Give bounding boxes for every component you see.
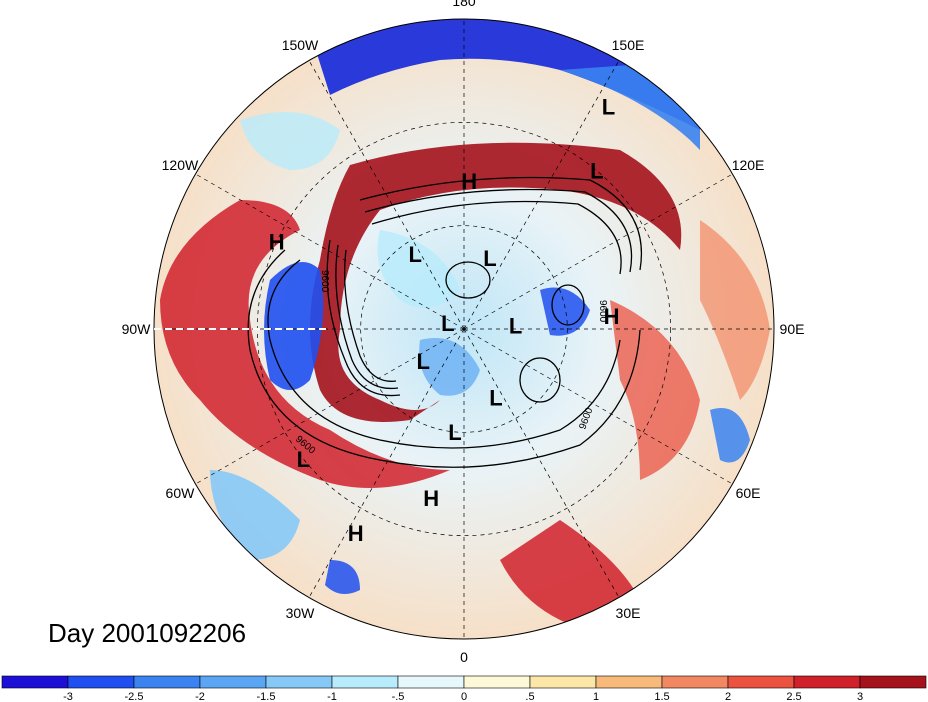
longitude-label: 0 [460,649,468,665]
meridian-line [308,60,465,330]
colorbar-swatch [529,675,597,689]
colorbar-swatch [661,675,729,689]
colorbar-swatch [397,675,465,689]
page-title: Day 2001092206 [48,618,247,648]
colorbar-swatch [1,675,69,689]
colorbar-swatch [463,675,531,689]
colorbar-swatch [595,675,663,689]
colorbar-tick-label: 1 [593,691,599,702]
colorbar-tick-label: -1 [327,691,337,702]
contour-label: 9600 [597,300,608,323]
longitude-label: 150W [282,37,319,53]
colorbar-tick-label: -2 [195,691,205,702]
colorbar-swatch [793,675,861,689]
colorbar-tick-label: -.5 [392,691,405,702]
colorbar-tick-label: -1.5 [257,691,276,702]
colorbar-swatch [199,675,267,689]
colorbar: -3 -2.5 -2 -1.5 -1 -.5 0 .5 1 1.5 2 2.5 3 [1,675,927,702]
longitude-label: 30W [286,605,316,621]
meridian-line [463,328,620,598]
low-pressure-label: L [448,420,461,445]
colorbar-swatch [859,675,927,689]
meridian-line [195,328,465,485]
longitude-label: 120W [162,157,199,173]
high-pressure-label: H [348,521,364,546]
low-pressure-label: L [489,386,502,411]
low-pressure-label: L [417,349,430,374]
low-pressure-label: L [509,313,522,338]
longitude-label: 30E [616,605,641,621]
high-pressure-label: H [423,486,439,511]
colorbar-tick-label: 0 [461,691,467,702]
low-pressure-label: L [590,159,603,184]
high-pressure-label: H [461,169,477,194]
longitude-label: 150E [612,37,645,53]
meridian-line [463,173,733,330]
colorbar-tick-label: 3 [857,691,863,702]
meridian-line [463,328,733,485]
colorbar-tick-label: .5 [525,691,534,702]
longitude-label: 120E [732,157,765,173]
low-pressure-label: L [483,246,496,271]
contour-label: 9600 [319,270,330,293]
longitude-label: 180 [452,0,476,9]
colorbar-tick-label: 2 [725,691,731,702]
latitude-circle [360,225,568,433]
colorbar-swatch [133,675,201,689]
colorbar-swatch [331,675,399,689]
low-pressure-label: L [297,447,310,472]
colorbar-tick-label: 1.5 [654,691,669,702]
low-pressure-label: L [602,95,615,120]
longitude-labels: 90E 60E 30E 0 30W 60W 90W 120W 150W 180 150E 120E [122,0,805,665]
high-pressure-label: H [604,304,620,329]
low-pressure-label: L [441,311,454,336]
longitude-label: 60E [736,485,761,501]
colorbar-tick-label: -3 [63,691,73,702]
longitude-label: 90W [122,321,152,337]
longitude-label: 90E [780,321,805,337]
meridian-line [463,60,620,330]
colorbar-tick-label: -2.5 [125,691,144,702]
meridian-line [195,173,465,330]
colorbar-swatch [727,675,795,689]
high-pressure-label: H [269,230,285,255]
meridian-line [308,328,465,598]
colorbar-swatch [265,675,333,689]
colorbar-swatch [67,675,135,689]
low-pressure-label: L [408,242,421,267]
colorbar-tick-label: 2.5 [786,691,801,702]
longitude-label: 60W [166,485,196,501]
